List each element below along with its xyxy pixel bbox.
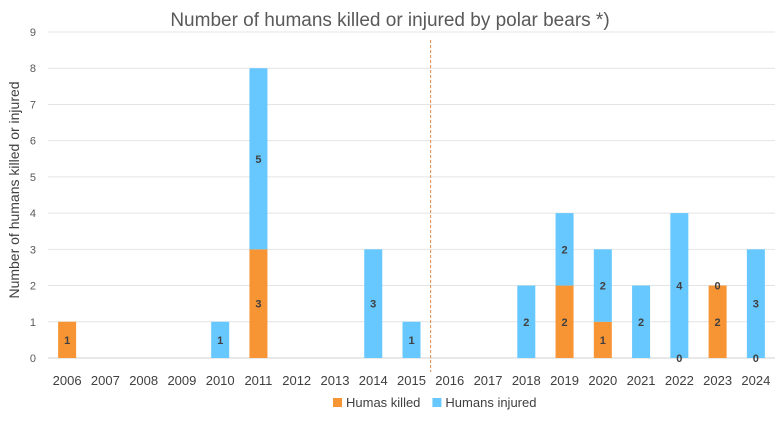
x-tick-label: 2012	[282, 373, 311, 388]
bar-killed-2019	[555, 285, 574, 358]
bar-injured-2019	[555, 213, 574, 286]
x-tick-label: 2017	[474, 373, 503, 388]
x-tick-label: 2008	[129, 373, 158, 388]
bar-injured-2022	[670, 213, 689, 358]
data-label: 1	[408, 335, 414, 347]
x-tick-label: 2014	[359, 373, 388, 388]
data-label: 4	[676, 281, 683, 293]
data-label: 2	[561, 317, 567, 329]
x-tick-label: 2011	[244, 373, 272, 388]
legend-label: Humans injured	[445, 395, 536, 410]
x-tick-label: 2006	[53, 373, 82, 388]
data-label: 2	[600, 281, 606, 293]
bar-killed-2011	[249, 249, 268, 358]
chart-title: Number of humans killed or injured by po…	[170, 10, 609, 31]
y-tick-label: 0	[30, 353, 36, 365]
legend-label: Humas killed	[346, 395, 420, 410]
bar-killed-2006	[58, 321, 77, 358]
y-tick-label: 1	[30, 317, 36, 329]
y-axis-label: Number of humans killed or injured	[6, 81, 22, 298]
bar-injured-2024	[746, 249, 765, 358]
x-tick-label: 2013	[321, 373, 350, 388]
bar-injured-2011	[249, 68, 268, 250]
y-tick-label: 2	[30, 281, 36, 293]
data-label: 2	[523, 317, 529, 329]
x-tick-label: 2024	[741, 373, 770, 388]
data-label: 1	[64, 335, 70, 347]
x-tick-label: 2007	[91, 373, 120, 388]
bar-killed-2020	[593, 321, 612, 358]
x-tick-label: 2018	[512, 373, 541, 388]
y-tick-label: 4	[30, 208, 36, 220]
y-tick-label: 3	[30, 244, 36, 256]
x-tick-label: 2021	[627, 373, 656, 388]
bar-injured-2021	[632, 285, 651, 358]
data-label: 3	[255, 299, 261, 311]
y-tick-label: 8	[30, 63, 36, 75]
bar-injured-2014	[364, 249, 383, 358]
y-tick-label: 6	[30, 136, 36, 148]
bar-injured-2020	[593, 249, 612, 322]
x-tick-label: 2023	[703, 373, 732, 388]
bar-injured-2010	[211, 321, 230, 358]
y-tick-label: 9	[30, 27, 36, 39]
data-label: 2	[715, 317, 721, 329]
data-label: 2	[638, 317, 644, 329]
x-tick-label: 2022	[665, 373, 694, 388]
data-label: 0	[676, 353, 682, 365]
data-label: 3	[370, 299, 376, 311]
bar-injured-2018	[517, 285, 536, 358]
y-tick-label: 7	[30, 99, 36, 111]
x-tick-label: 2019	[550, 373, 579, 388]
data-label: 3	[753, 299, 759, 311]
data-label: 0	[753, 353, 759, 365]
legend-swatch	[333, 398, 342, 407]
legend-swatch	[432, 398, 442, 407]
data-label: 1	[600, 335, 606, 347]
y-tick-label: 5	[30, 172, 36, 184]
x-tick-label: 2016	[435, 373, 464, 388]
data-label: 0	[715, 281, 721, 293]
x-tick-label: 2015	[397, 373, 426, 388]
bar-killed-2023	[708, 285, 727, 358]
data-label: 2	[561, 244, 567, 256]
x-tick-label: 2020	[588, 373, 617, 388]
x-tick-label: 2009	[167, 373, 196, 388]
data-label: 1	[217, 335, 223, 347]
data-label: 5	[255, 154, 261, 166]
bar-injured-2015	[402, 321, 421, 358]
x-tick-label: 2010	[206, 373, 235, 388]
